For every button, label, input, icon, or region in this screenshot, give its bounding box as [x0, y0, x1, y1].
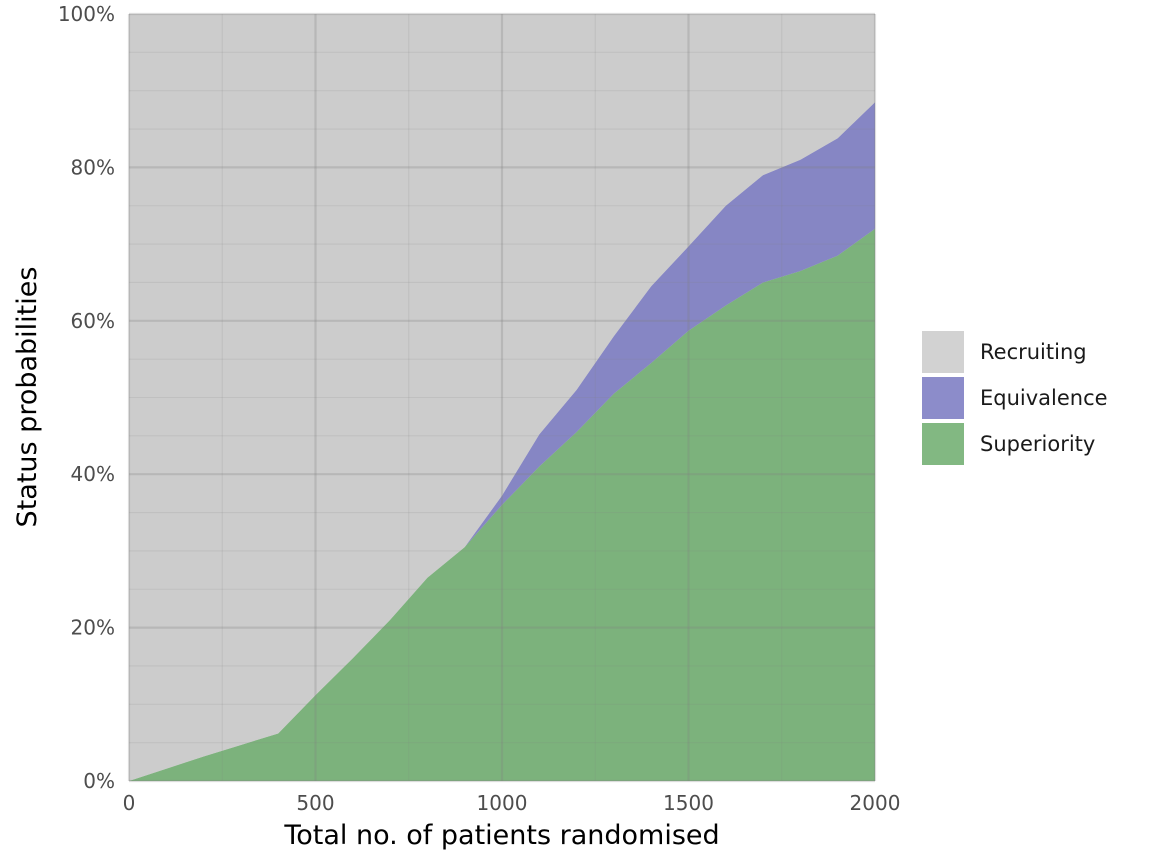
- area-equivalence: [129, 102, 875, 781]
- x-axis-title: Total no. of patients randomised: [283, 820, 719, 851]
- x-tick-label: 1500: [663, 791, 714, 815]
- legend-label-recruiting: Recruiting: [980, 340, 1087, 364]
- x-tick-label: 2000: [850, 791, 901, 815]
- x-axis-ticks: 0 500 1000 1500 2000: [123, 791, 901, 815]
- legend-key-equivalence: [922, 377, 964, 419]
- legend-label-equivalence: Equivalence: [980, 386, 1108, 410]
- y-axis-ticks: 0% 20% 40% 60% 80% 100%: [58, 2, 115, 793]
- legend-key-recruiting: [922, 331, 964, 373]
- area-recruiting: [129, 14, 875, 781]
- y-axis-title: Status probabilities: [12, 267, 43, 528]
- x-tick-label: 0: [123, 791, 136, 815]
- y-tick-label: 20%: [71, 616, 115, 640]
- area-layers: [129, 14, 875, 781]
- legend-key-superiority: [922, 423, 964, 465]
- legend: Recruiting Equivalence Superiority: [922, 331, 1108, 465]
- x-tick-label: 1000: [477, 791, 528, 815]
- y-tick-label: 0%: [83, 769, 115, 793]
- y-tick-label: 100%: [58, 2, 115, 26]
- y-tick-label: 40%: [71, 462, 115, 486]
- x-tick-label: 500: [296, 791, 334, 815]
- y-tick-label: 60%: [71, 309, 115, 333]
- grid-lines: [127, 12, 877, 783]
- y-tick-label: 80%: [71, 155, 115, 179]
- legend-label-superiority: Superiority: [980, 432, 1095, 456]
